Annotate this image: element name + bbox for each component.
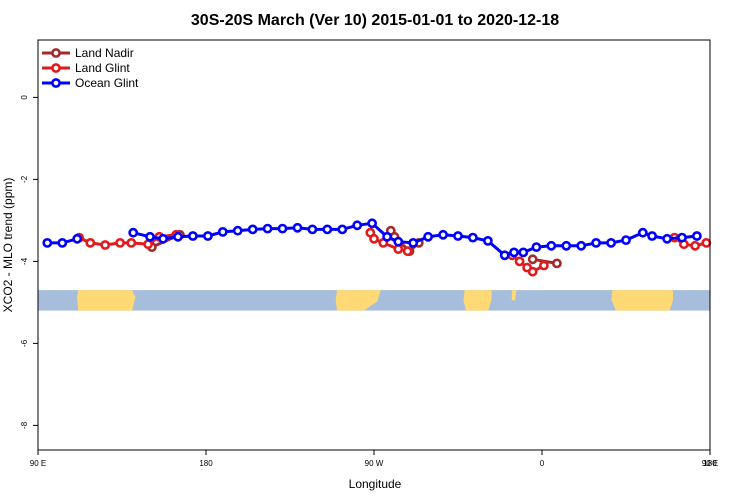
y-axis-label: XCO2 - MLO trend (ppm) bbox=[1, 178, 15, 313]
map-strip-land bbox=[77, 290, 673, 311]
legend-label: Land Nadir bbox=[75, 46, 134, 60]
map-strip bbox=[38, 290, 710, 311]
y-tick-label: 0 bbox=[20, 95, 29, 100]
y-tick-label: -4 bbox=[20, 257, 29, 265]
data-point bbox=[277, 223, 288, 234]
legend-label: Ocean Glint bbox=[75, 76, 139, 90]
data-point bbox=[561, 240, 572, 251]
data-point bbox=[514, 256, 525, 267]
data-point bbox=[382, 231, 392, 242]
data-point bbox=[546, 240, 557, 251]
data-point bbox=[173, 231, 183, 242]
data-point bbox=[531, 242, 542, 252]
land-mass bbox=[511, 290, 517, 301]
data-point bbox=[367, 218, 377, 229]
legend-item: Ocean Glint bbox=[42, 76, 139, 90]
data-point bbox=[100, 240, 111, 250]
x-tick-label: 0 bbox=[540, 459, 545, 468]
data-point bbox=[369, 233, 379, 244]
data-point bbox=[591, 237, 601, 248]
data-point bbox=[322, 224, 333, 235]
data-point bbox=[126, 237, 137, 248]
legend-swatch-marker bbox=[51, 63, 61, 73]
x-tick-label: 90 W bbox=[365, 459, 384, 468]
data-point bbox=[527, 254, 538, 265]
x-tick-label: 180 bbox=[703, 459, 717, 468]
data-point bbox=[232, 225, 243, 236]
data-point bbox=[677, 232, 687, 243]
data-point bbox=[527, 266, 538, 277]
data-point bbox=[72, 233, 83, 244]
legend-item: Land Nadir bbox=[42, 46, 134, 60]
data-point bbox=[143, 239, 153, 250]
data-point bbox=[352, 220, 363, 231]
data-point bbox=[57, 237, 68, 248]
data-point bbox=[202, 231, 213, 241]
data-point bbox=[402, 246, 413, 257]
data-point bbox=[499, 250, 510, 261]
legend-swatch-marker bbox=[51, 48, 61, 58]
data-point bbox=[247, 224, 258, 235]
data-point bbox=[482, 235, 493, 246]
y-tick-label: -2 bbox=[20, 175, 29, 183]
land-mass bbox=[611, 290, 673, 311]
data-point bbox=[145, 231, 155, 242]
data-point bbox=[187, 231, 198, 241]
data-point bbox=[518, 247, 529, 258]
data-point bbox=[217, 226, 228, 237]
data-point bbox=[552, 258, 562, 269]
data-point bbox=[576, 240, 587, 251]
series-layer bbox=[42, 218, 712, 277]
data-point bbox=[453, 231, 463, 241]
data-point bbox=[128, 227, 139, 238]
data-point bbox=[621, 235, 631, 245]
land-mass bbox=[77, 290, 136, 311]
data-point bbox=[690, 240, 700, 251]
data-point bbox=[393, 236, 404, 247]
data-point bbox=[606, 237, 616, 248]
data-point bbox=[42, 237, 53, 248]
data-point bbox=[292, 222, 303, 233]
data-point bbox=[647, 231, 657, 241]
x-tick-label: 180 bbox=[199, 459, 213, 468]
data-point bbox=[438, 229, 448, 240]
x-axis-label: Longitude bbox=[349, 477, 402, 491]
y-tick-label: -8 bbox=[20, 421, 29, 429]
data-point bbox=[539, 260, 549, 271]
data-point bbox=[307, 224, 318, 235]
land-mass bbox=[463, 290, 492, 311]
y-axis: 0 -2 -4 -6 -8 bbox=[20, 95, 38, 429]
legend-label: Land Glint bbox=[75, 61, 130, 75]
data-point bbox=[467, 232, 478, 243]
series-ocean-glint bbox=[42, 218, 702, 261]
series-line bbox=[132, 221, 698, 257]
data-point bbox=[158, 233, 168, 244]
data-point bbox=[337, 224, 348, 235]
data-point bbox=[85, 237, 96, 248]
legend-swatch-marker bbox=[51, 78, 61, 88]
data-point bbox=[408, 237, 419, 248]
data-point bbox=[662, 233, 672, 244]
data-point bbox=[509, 247, 519, 258]
data-point bbox=[692, 231, 702, 241]
data-point bbox=[115, 237, 125, 248]
data-point bbox=[701, 237, 712, 248]
land-mass bbox=[335, 290, 381, 311]
data-point bbox=[423, 231, 433, 242]
y-tick-label: -6 bbox=[20, 339, 29, 347]
x-tick-label: 90 E bbox=[30, 459, 46, 468]
chart-title: 30S-20S March (Ver 10) 2015-01-01 to 202… bbox=[191, 12, 559, 29]
data-point bbox=[637, 227, 648, 238]
x-tick-label: 90 E bbox=[702, 459, 718, 468]
legend-item: Land Glint bbox=[42, 61, 130, 75]
data-point bbox=[262, 223, 273, 234]
